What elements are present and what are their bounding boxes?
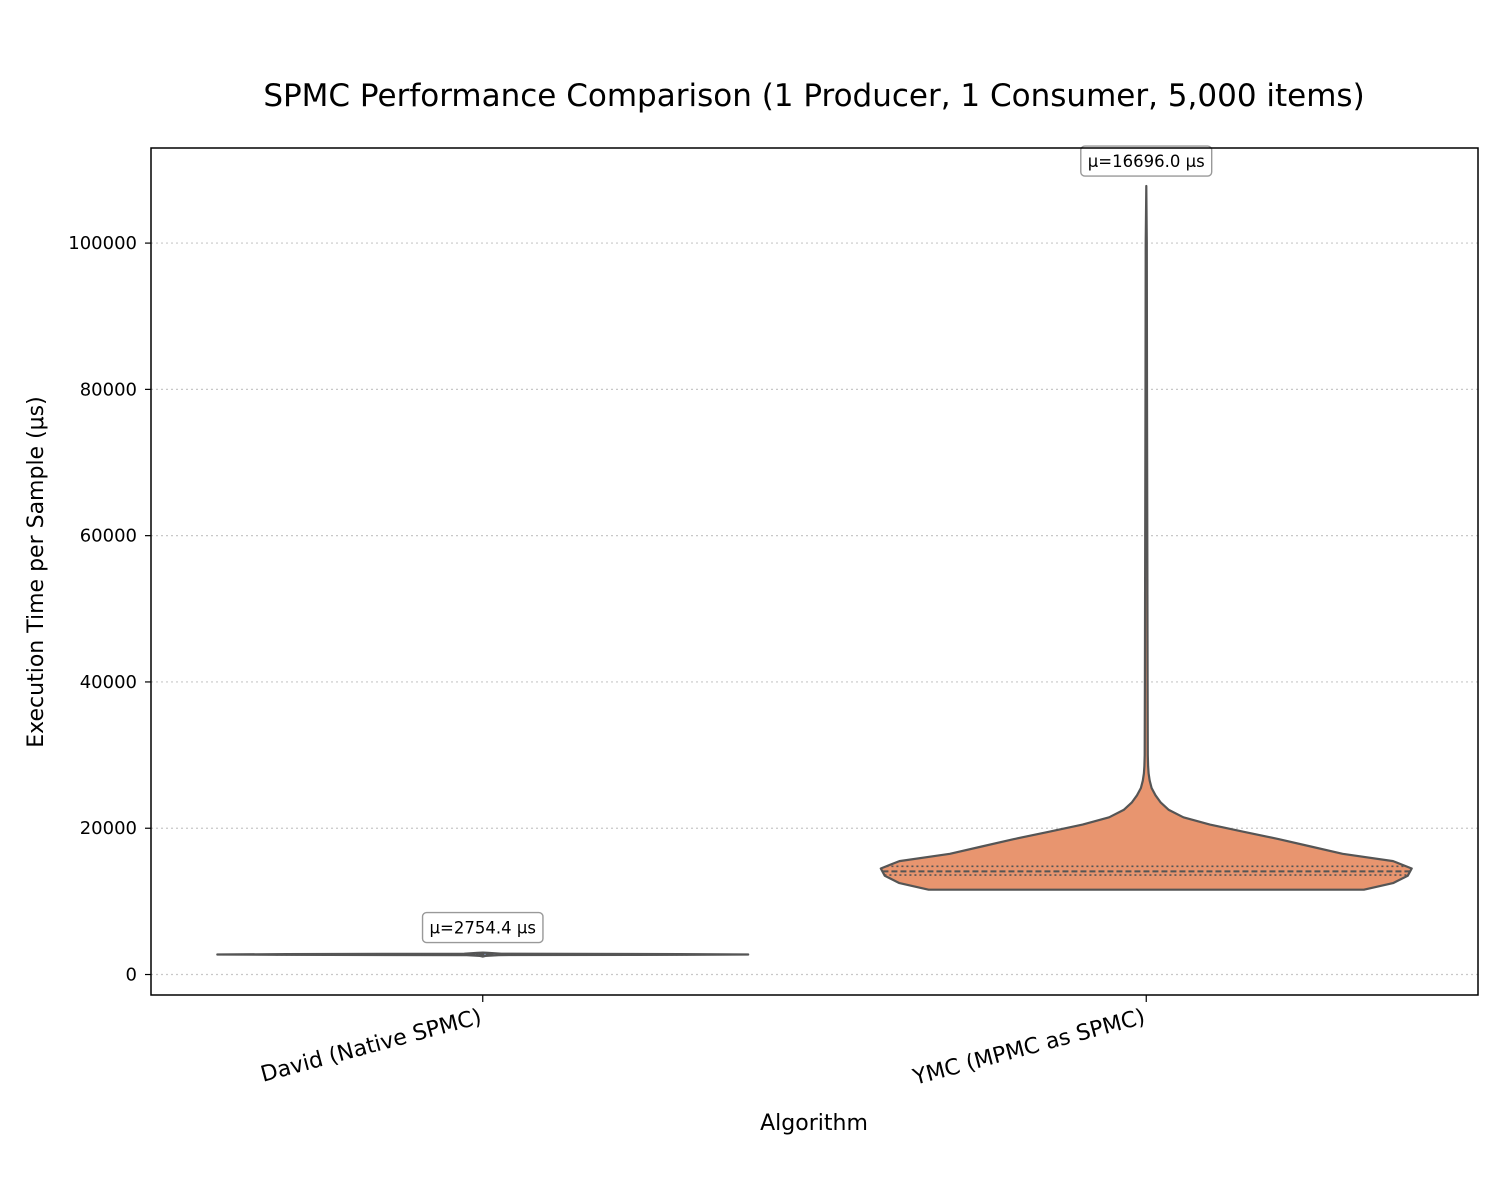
mean-label: μ=16696.0 μs (1088, 152, 1205, 171)
x-tick-label: David (Native SPMC) (258, 1005, 484, 1088)
plot-frame (150, 147, 1479, 996)
y-tick-label: 80000 (80, 379, 137, 400)
y-tick-label: 60000 (80, 526, 137, 547)
x-axis-label: Algorithm (760, 1111, 868, 1136)
mean-label: μ=2754.4 μs (430, 919, 536, 938)
violin-body (879, 184, 1413, 891)
violins: μ=2754.4 μs μ=16696.0 μs (216, 145, 1413, 958)
y-tick-label: 0 (126, 965, 137, 986)
grid-lines (151, 242, 1478, 976)
y-tick-label: 20000 (80, 818, 137, 839)
y-axis-ticks: 0 20000 40000 60000 80000 100000 (68, 233, 151, 986)
x-axis-ticks: David (Native SPMC) YMC (MPMC as SPMC) (258, 995, 1148, 1091)
mean-label-box (1080, 145, 1213, 177)
x-tick-label: YMC (MPMC as SPMC) (909, 1005, 1147, 1091)
chart-title: SPMC Performance Comparison (1 Producer,… (263, 78, 1364, 114)
mean-label-box (421, 911, 544, 944)
y-tick-label: 100000 (68, 233, 137, 254)
y-axis-label: Execution Time per Sample (μs) (24, 396, 49, 747)
y-tick-label: 40000 (80, 672, 137, 693)
